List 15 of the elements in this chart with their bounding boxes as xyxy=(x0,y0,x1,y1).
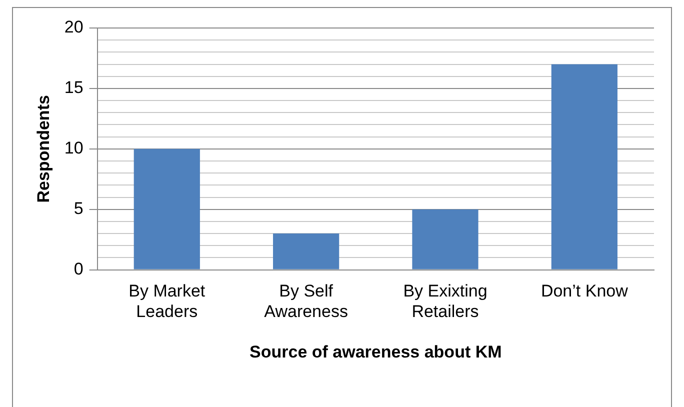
bar xyxy=(412,209,478,270)
y-tick-label: 0 xyxy=(74,259,84,278)
x-tick-label: Don’t Know xyxy=(540,282,629,301)
bar xyxy=(134,148,200,270)
y-tick-label: 5 xyxy=(74,199,84,218)
x-axis-title: Source of awareness about KM xyxy=(250,342,502,362)
bar xyxy=(273,234,340,270)
y-tick-label: 20 xyxy=(64,18,84,37)
x-tick-label: By Exixting Retailers xyxy=(403,282,488,322)
x-tick-label: By Market Leaders xyxy=(128,282,206,322)
y-tick-label: 15 xyxy=(64,78,84,98)
y-axis-title: Respondents xyxy=(34,95,53,203)
y-tick-label: 10 xyxy=(64,138,84,158)
x-tick-label: By Self Awareness xyxy=(264,282,348,322)
bar xyxy=(551,64,618,270)
